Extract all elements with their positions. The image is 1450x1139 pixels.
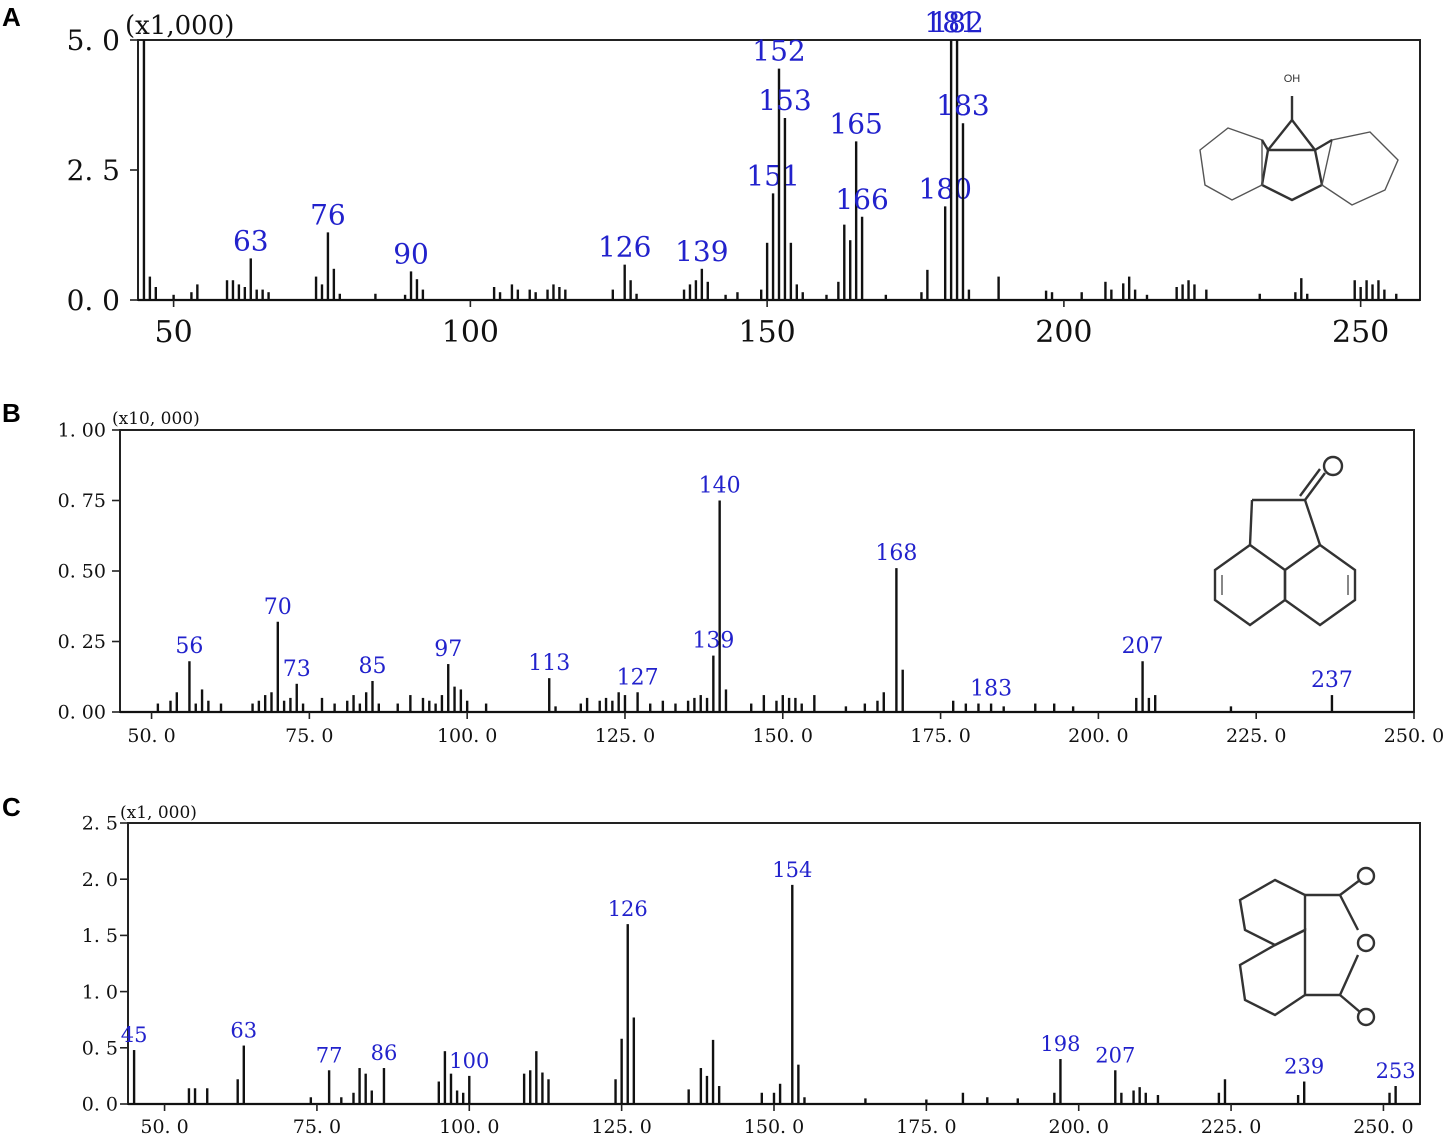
x-tick-label: 175. 0 [896, 1116, 956, 1138]
peak-label: 100 [449, 1049, 489, 1073]
y-tick-label: 2. 0 [82, 869, 118, 891]
peak-label: 76 [310, 198, 346, 231]
panel-letter-b: B [2, 398, 21, 428]
y-tick-label: 2. 5 [67, 154, 120, 187]
x-tick-label: 50 [155, 315, 193, 350]
x-tick-label: 100. 0 [439, 1116, 499, 1138]
x-tick-label: 250. 0 [1353, 1116, 1413, 1138]
peak-label: 139 [692, 629, 734, 654]
x-tick-label: 150. 0 [753, 725, 813, 747]
y-tick-label: 0. 00 [58, 702, 106, 724]
peak-label: 153 [758, 84, 811, 117]
peak-label: 207 [1122, 634, 1164, 659]
panel-b-scale-label: (x10, 000) [112, 409, 200, 429]
panel-letter-a: A [2, 2, 21, 32]
panel-b: (x10, 000) 56 70 73 85 97 113 127 139 140 168 183 2… [58, 409, 1445, 747]
y-tick-label: 0. 25 [58, 631, 106, 653]
x-tick-label: 75. 0 [293, 1116, 341, 1138]
x-tick-label: 175. 0 [910, 725, 970, 747]
y-tick-label: 0. 0 [82, 1094, 118, 1116]
peak-label: 166 [835, 183, 888, 216]
peak-label: 198 [1040, 1032, 1080, 1056]
peak-label: 207 [1095, 1043, 1135, 1067]
peak-label: 239 [1284, 1055, 1324, 1079]
peak-label: 183 [970, 677, 1012, 702]
y-tick-label: 0. 5 [82, 1037, 118, 1059]
x-tick-label: 50. 0 [127, 725, 175, 747]
peak-label: 70 [264, 595, 292, 620]
peak-label: 237 [1311, 668, 1353, 693]
panel-b-frame [119, 429, 1415, 713]
y-tick-label: 1. 00 [58, 420, 106, 442]
peak-label: 113 [528, 651, 570, 676]
peak-label: 126 [598, 231, 651, 264]
y-tick-label: 1. 5 [82, 925, 118, 947]
peak-label: 154 [772, 858, 812, 882]
y-tick-label: 2. 5 [82, 813, 118, 835]
x-tick-label: 100. 0 [437, 725, 497, 747]
peak-label: 73 [283, 657, 311, 682]
x-tick-label: 125. 0 [595, 725, 655, 747]
peak-label: 45 [121, 1023, 148, 1047]
peak-label: 140 [699, 474, 741, 499]
peak-label: 77 [316, 1043, 343, 1067]
peak-label: 152 [752, 35, 805, 68]
peak-label: 97 [434, 637, 462, 662]
peak-label: 63 [230, 1019, 257, 1043]
y-tick-label: 5. 0 [67, 24, 120, 57]
peak-label: 90 [393, 237, 429, 270]
panel-c-bars: 45 63 77 86 100 126 154 198 207 239 253 [121, 858, 1420, 1106]
x-tick-label: 200 [1035, 315, 1092, 350]
peak-label: 126 [608, 897, 648, 921]
panel-b-axes: 50. 0 75. 0 100. 0 125. 0 150. 0 175. 0 200. 0… [58, 420, 1445, 747]
naphthalic-anhydride-structure [1238, 866, 1376, 1027]
peak-label: 181 [924, 6, 977, 39]
x-tick-label: 225. 0 [1201, 1116, 1261, 1138]
x-tick-label: 150. 0 [744, 1116, 804, 1138]
panel-a-scale-label: (x1,000) [125, 11, 234, 41]
peak-label: 253 [1376, 1059, 1416, 1083]
oh-label: OH [1284, 73, 1301, 85]
panel-a-axes: 50 100 150 200 250 0. 0 2. 5 5. 0 [67, 24, 1390, 350]
peak-label: 86 [371, 1041, 398, 1065]
peak-label: 151 [746, 159, 799, 192]
x-tick-label: 200. 0 [1068, 725, 1128, 747]
x-tick-label: 50. 0 [140, 1116, 188, 1138]
peak-label: 165 [829, 107, 882, 140]
acenaphthenone-structure [1213, 455, 1357, 627]
panel-c-axes: 50. 0 75. 0 100. 0 125. 0 150. 0 175. 0 200. 0… [82, 813, 1414, 1138]
fluorenol-structure: OH [1199, 73, 1399, 206]
x-tick-label: 75. 0 [285, 725, 333, 747]
y-tick-label: 0. 0 [67, 284, 120, 317]
y-tick-label: 0. 75 [58, 490, 106, 512]
peak-label: 183 [936, 89, 989, 122]
x-tick-label: 200. 0 [1048, 1116, 1108, 1138]
x-tick-label: 100 [442, 315, 499, 350]
peak-label: 168 [875, 541, 917, 566]
panel-c-scale-label: (x1, 000) [120, 803, 197, 823]
peak-label: 182 [930, 6, 983, 39]
x-tick-label: 250. 0 [1384, 725, 1444, 747]
x-tick-label: 250 [1332, 315, 1389, 350]
x-tick-label: 225. 0 [1226, 725, 1286, 747]
peak-label: 127 [617, 665, 659, 690]
peak-label: 56 [175, 634, 203, 659]
panel-b-bars: 56 70 73 85 97 113 127 139 140 168 183 207 237 [120, 474, 1414, 714]
y-tick-label: 1. 0 [82, 981, 118, 1003]
peak-label: 139 [675, 235, 728, 268]
x-tick-label: 150 [738, 315, 795, 350]
x-tick-label: 125. 0 [591, 1116, 651, 1138]
panel-letter-c: C [2, 792, 21, 822]
peak-label: 85 [358, 654, 386, 679]
y-tick-label: 0. 50 [58, 561, 106, 583]
peak-label: 63 [233, 224, 269, 257]
